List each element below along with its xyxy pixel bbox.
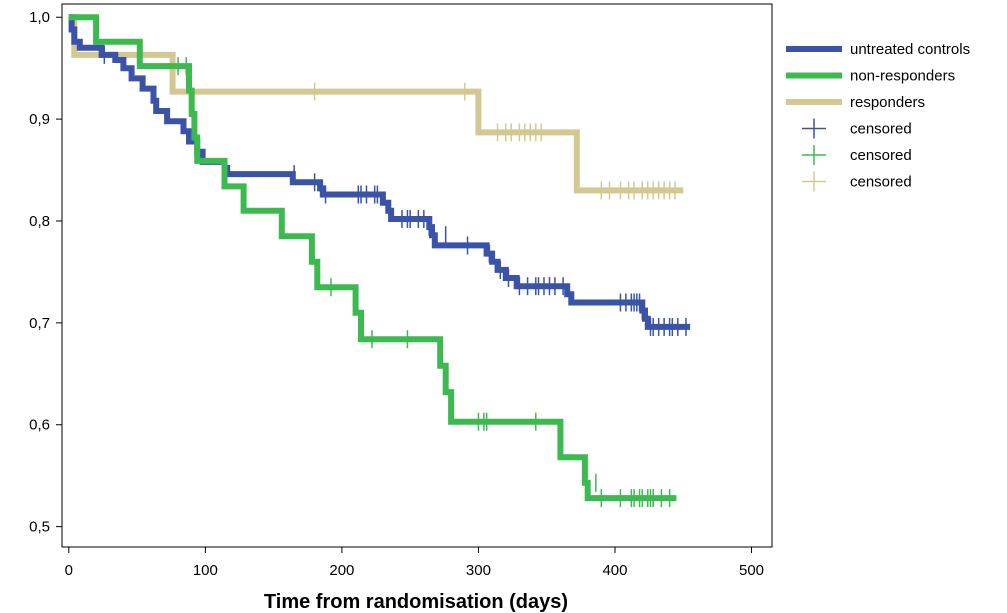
- y-tick-label: 0,7: [29, 315, 50, 332]
- x-axis: 0 100 200 300 400 500: [65, 547, 764, 579]
- legend-label: censored: [850, 174, 912, 191]
- series-line-non-responders: [68, 14, 677, 502]
- legend: untreated controls non-responders responde…: [786, 41, 970, 192]
- x-tick-label: 0: [65, 562, 73, 579]
- y-axis: 0,5 0,6 0,7 0,8 0,9 1,0: [29, 9, 62, 536]
- legend-label: censored: [850, 121, 912, 138]
- x-tick-label: 100: [193, 562, 218, 579]
- legend-label: untreated controls: [850, 41, 970, 58]
- x-axis-title: Time from randomisation (days): [264, 591, 568, 613]
- y-tick-label: 0,6: [29, 417, 50, 434]
- y-tick-label: 0,9: [29, 111, 50, 128]
- y-tick-label: 1,0: [29, 9, 50, 26]
- series-layer: [68, 14, 691, 508]
- y-tick-label: 0,5: [29, 519, 50, 536]
- y-tick-label: 0,8: [29, 213, 50, 230]
- x-tick-label: 500: [739, 562, 764, 579]
- legend-label: non-responders: [850, 68, 955, 85]
- series-line-untreated-controls: [68, 14, 691, 330]
- plot-frame: [61, 3, 773, 548]
- x-tick-label: 200: [329, 562, 354, 579]
- x-tick-label: 300: [466, 562, 491, 579]
- legend-label: censored: [850, 147, 912, 164]
- x-tick-label: 400: [602, 562, 627, 579]
- legend-label: responders: [850, 94, 925, 111]
